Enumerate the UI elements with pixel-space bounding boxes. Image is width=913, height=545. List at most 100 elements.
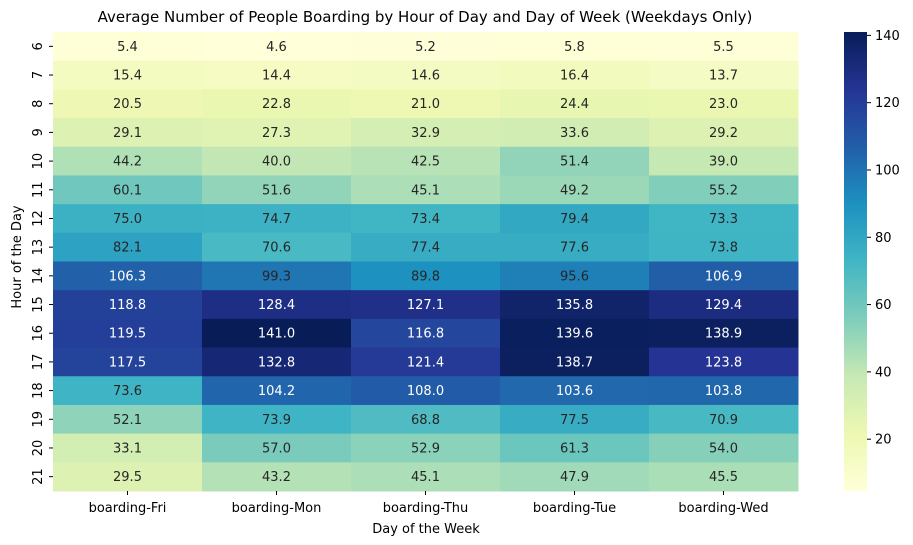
cell-value-label: 99.3 bbox=[262, 269, 291, 284]
heatmap-cell bbox=[53, 232, 203, 262]
heatmap-cell bbox=[351, 175, 501, 205]
heatmap-cell bbox=[202, 32, 352, 62]
cell-value-label: 61.3 bbox=[560, 441, 589, 456]
cell-value-label: 73.3 bbox=[709, 212, 738, 227]
heatmap-cell bbox=[202, 318, 352, 349]
heatmap-cell bbox=[202, 290, 352, 320]
cell-value-label: 95.6 bbox=[560, 269, 589, 284]
colorbar-tick-label: 60 bbox=[875, 298, 892, 313]
y-tick-label: 6 bbox=[31, 42, 46, 50]
heatmap-cell bbox=[649, 32, 799, 62]
heatmap-cell bbox=[202, 462, 352, 492]
y-tick-label: 7 bbox=[31, 71, 46, 79]
heatmap-cell bbox=[649, 60, 799, 90]
y-tick-label: 16 bbox=[31, 325, 46, 342]
colorbar bbox=[844, 32, 867, 491]
heatmap-cell bbox=[53, 318, 203, 349]
cell-value-label: 129.4 bbox=[705, 298, 742, 313]
cell-value-label: 106.3 bbox=[109, 269, 146, 284]
colorbar-tick-label: 80 bbox=[875, 231, 892, 246]
y-tick-label: 11 bbox=[31, 182, 46, 199]
cell-value-label: 5.8 bbox=[564, 40, 585, 55]
cell-value-label: 128.4 bbox=[258, 298, 295, 313]
heatmap-cell bbox=[500, 204, 650, 234]
cell-value-label: 14.4 bbox=[262, 69, 291, 84]
cell-value-label: 135.8 bbox=[556, 298, 593, 313]
cell-value-label: 89.8 bbox=[411, 269, 440, 284]
heatmap-cell bbox=[500, 404, 650, 435]
heatmap-cell bbox=[649, 118, 799, 148]
cell-value-label: 77.4 bbox=[411, 241, 440, 256]
heatmap-cell bbox=[351, 32, 501, 62]
cell-value-label: 47.9 bbox=[560, 470, 589, 485]
heatmap-cell bbox=[202, 433, 352, 463]
cell-value-label: 29.5 bbox=[113, 470, 142, 485]
heatmap-cell bbox=[649, 376, 799, 406]
cell-value-label: 29.2 bbox=[709, 126, 738, 141]
cell-value-label: 22.8 bbox=[262, 97, 291, 112]
cell-value-label: 52.1 bbox=[113, 413, 142, 428]
heatmap-cell bbox=[351, 146, 501, 176]
cell-value-label: 104.2 bbox=[258, 384, 295, 399]
cell-value-label: 106.9 bbox=[705, 269, 742, 284]
heatmap-cell bbox=[202, 175, 352, 205]
cell-value-label: 73.6 bbox=[113, 384, 142, 399]
cell-value-label: 32.9 bbox=[411, 126, 440, 141]
cell-value-label: 43.2 bbox=[262, 470, 291, 485]
cell-value-label: 33.1 bbox=[113, 441, 142, 456]
y-tick-label: 8 bbox=[31, 100, 46, 108]
heatmap-cell bbox=[53, 175, 203, 205]
heatmap-cell bbox=[500, 462, 650, 492]
heatmap-cell bbox=[53, 32, 203, 62]
cell-value-label: 55.2 bbox=[709, 183, 738, 198]
heatmap-cells bbox=[53, 32, 799, 492]
heatmap-cell bbox=[649, 290, 799, 320]
cell-value-label: 117.5 bbox=[109, 355, 146, 370]
heatmap-cell bbox=[351, 89, 501, 119]
colorbar-ticks: 20 40 60 80 100 120 140 bbox=[867, 29, 900, 448]
cell-value-label: 27.3 bbox=[262, 126, 291, 141]
cell-value-label: 121.4 bbox=[407, 355, 444, 370]
heatmap-cell bbox=[500, 118, 650, 148]
cell-value-label: 132.8 bbox=[258, 355, 295, 370]
colorbar-tick-label: 40 bbox=[875, 365, 892, 380]
cell-value-label: 103.6 bbox=[556, 384, 593, 399]
heatmap-cell bbox=[53, 146, 203, 176]
heatmap-cell bbox=[53, 261, 203, 291]
cell-value-label: 29.1 bbox=[113, 126, 142, 141]
y-tick-label: 9 bbox=[31, 128, 46, 136]
cell-value-label: 79.4 bbox=[560, 212, 589, 227]
heatmap-cell bbox=[202, 60, 352, 90]
cell-value-label: 40.0 bbox=[262, 155, 291, 170]
cell-value-label: 52.9 bbox=[411, 441, 440, 456]
cell-value-label: 138.7 bbox=[556, 355, 593, 370]
cell-value-label: 5.2 bbox=[415, 40, 436, 55]
heatmap-cell bbox=[351, 290, 501, 320]
colorbar-tick-label: 20 bbox=[875, 433, 892, 448]
heatmap-cell bbox=[202, 376, 352, 406]
heatmap-cell bbox=[53, 433, 203, 463]
heatmap-cell bbox=[649, 204, 799, 234]
heatmap-cell bbox=[351, 433, 501, 463]
cell-value-label: 42.5 bbox=[411, 155, 440, 170]
y-tick-label: 17 bbox=[31, 354, 46, 371]
x-axis-label: Day of the Week bbox=[372, 522, 480, 537]
cell-value-label: 5.4 bbox=[117, 40, 138, 55]
heatmap-cell bbox=[202, 204, 352, 234]
heatmap-cell bbox=[500, 376, 650, 406]
heatmap-cell bbox=[53, 89, 203, 119]
heatmap-cell bbox=[500, 175, 650, 205]
cell-value-label: 60.1 bbox=[113, 183, 142, 198]
heatmap-cell bbox=[53, 462, 203, 492]
heatmap-cell bbox=[649, 347, 799, 377]
y-tick-label: 14 bbox=[31, 268, 46, 285]
cell-value-label: 33.6 bbox=[560, 126, 589, 141]
cell-value-label: 116.8 bbox=[407, 327, 444, 342]
heatmap-cell bbox=[351, 318, 501, 349]
x-tick-label: boarding-Thu bbox=[383, 501, 469, 516]
y-tick-label: 13 bbox=[31, 239, 46, 256]
heatmap-cell bbox=[351, 232, 501, 262]
cell-value-label: 13.7 bbox=[709, 69, 738, 84]
colorbar-tick-label: 120 bbox=[875, 96, 900, 111]
x-tick-label: boarding-Wed bbox=[678, 501, 768, 516]
